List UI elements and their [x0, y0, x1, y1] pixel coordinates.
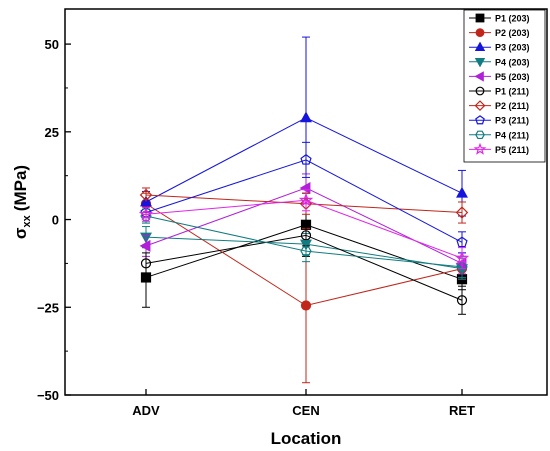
legend-label: P1 (203) [495, 14, 530, 24]
y-axis-title-subscript: xx [21, 214, 33, 227]
x-tick-label: RET [449, 403, 475, 418]
data-point [300, 300, 312, 311]
data-point [139, 239, 151, 252]
data-point [455, 206, 469, 219]
y-axis-title-symbol: σ [11, 227, 30, 239]
data-point [456, 295, 468, 306]
legend-label: P5 (203) [495, 72, 530, 82]
data-point [140, 258, 152, 269]
series-layer [138, 36, 470, 384]
legend-marker [475, 28, 485, 37]
legend-label: P2 (211) [495, 101, 529, 111]
legend-marker [473, 142, 487, 155]
legend-marker [474, 57, 486, 68]
x-tick-label: ADV [132, 403, 160, 418]
legend-item: P1 (203) [469, 14, 530, 24]
y-tick-label: 50 [45, 37, 59, 52]
legend-item: P3 (203) [469, 41, 530, 53]
legend-label: P5 (211) [495, 145, 529, 155]
legend-marker [474, 41, 486, 52]
legend-marker [475, 130, 485, 140]
data-point [456, 236, 468, 248]
y-tick-label: 0 [52, 213, 59, 228]
legend-marker [475, 13, 485, 23]
data-point [299, 181, 311, 194]
y-tick-label: −25 [37, 300, 59, 315]
legend-marker [474, 100, 486, 112]
data-point [300, 230, 312, 241]
legend: P1 (203) P2 (203) P3 (203) P4 (203) P5 (203)… [463, 9, 546, 163]
y-axis-title: σxx (MPa) [11, 165, 33, 239]
data-point [138, 206, 154, 221]
legend-label: P3 (211) [495, 116, 529, 126]
legend-item: P4 (203) [469, 57, 530, 68]
legend-label: P3 (203) [495, 43, 530, 53]
data-point [298, 192, 314, 207]
axis-layer: −50 −25 0 25 50 ADV CEN RET [37, 37, 475, 418]
data-point [300, 153, 312, 165]
legend-marker [474, 71, 484, 82]
legend-label: P1 (211) [495, 87, 529, 97]
data-point [300, 111, 312, 123]
x-tick-label: CEN [292, 403, 319, 418]
data-point [454, 250, 470, 265]
legend-item: P1 (211) [469, 87, 529, 97]
legend-item: P5 (203) [469, 71, 530, 82]
series-line [145, 224, 463, 280]
series-10 [138, 189, 470, 270]
legend-item: P5 (211) [469, 142, 529, 155]
series-8 [140, 141, 468, 254]
legend-item: P3 (211) [469, 115, 529, 126]
data-point [300, 246, 312, 257]
y-axis-title-unit: (MPa) [11, 165, 30, 211]
legend-item: P2 (203) [469, 28, 530, 38]
y-tick-label: −50 [37, 388, 59, 403]
data-point [139, 188, 153, 202]
legend-marker [475, 86, 485, 96]
legend-item: P4 (211) [469, 130, 529, 140]
series-6 [140, 224, 468, 315]
y-tick-label: 25 [45, 125, 59, 140]
legend-marker [475, 115, 485, 125]
legend-label: P4 (203) [495, 57, 530, 67]
legend-item: P2 (211) [469, 100, 529, 112]
x-axis-title: Location [271, 429, 342, 448]
legend-label: P4 (211) [495, 130, 529, 140]
legend-label: P2 (203) [495, 28, 530, 38]
series-7 [139, 187, 469, 224]
data-point [456, 186, 468, 198]
series-4 [140, 226, 468, 280]
